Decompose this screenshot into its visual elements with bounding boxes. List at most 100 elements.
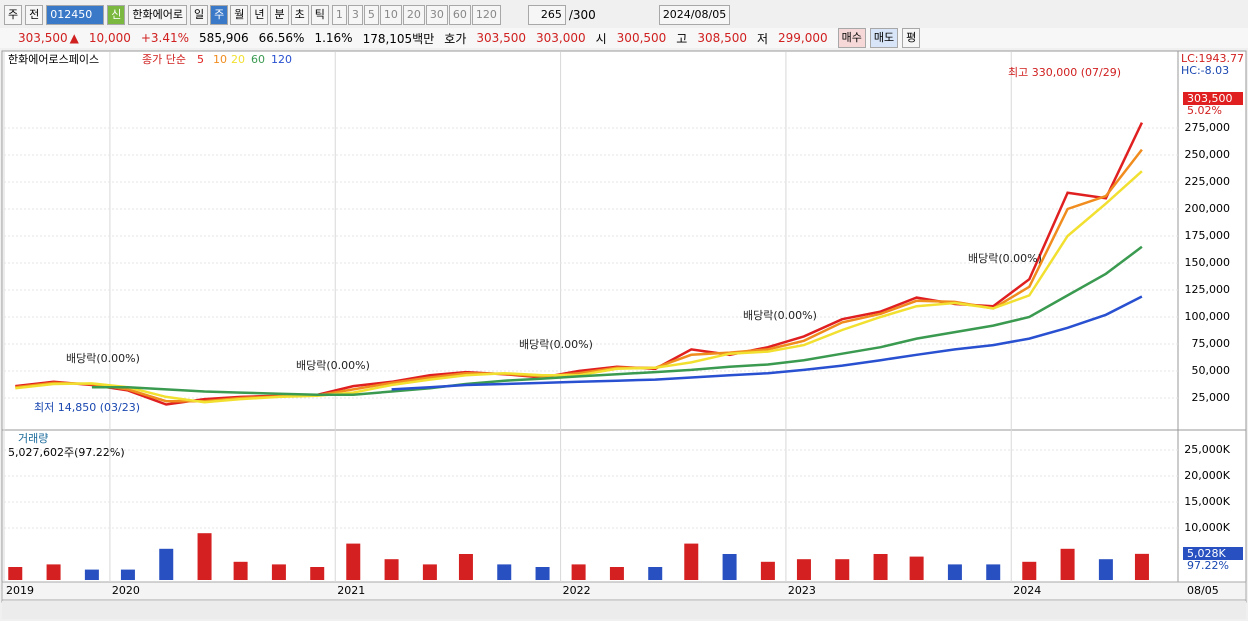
y-tick-label: 200,000	[1185, 202, 1231, 215]
change-pct: +3.41%	[140, 31, 190, 45]
count-button[interactable]: 1	[331, 5, 347, 25]
count-button[interactable]: 10	[379, 5, 402, 25]
bid: 303,000	[536, 31, 586, 45]
x-tick-label: 2022	[563, 584, 591, 597]
legend-entry: 5	[197, 53, 204, 66]
last-volume-box	[1183, 547, 1243, 560]
chart-title: 한화에어로스페이스	[8, 53, 99, 66]
unit-button[interactable]: 틱	[310, 5, 329, 25]
legend-entry: 10	[213, 53, 227, 66]
prev[interactable]: 전	[25, 5, 44, 25]
unit-button[interactable]: 분	[270, 5, 289, 25]
x-tick-label: 2020	[112, 584, 140, 597]
unit-button[interactable]: 주	[210, 5, 229, 25]
volume-bar	[271, 564, 286, 580]
avg-button[interactable]: 평	[902, 28, 921, 48]
scrollbar[interactable]	[2, 601, 1246, 619]
volume-bar	[722, 553, 737, 580]
y-tick-label: 20,000K	[1184, 469, 1230, 482]
legend-title: 종가 단순	[142, 53, 186, 66]
x-tick-label: 2021	[337, 584, 365, 597]
quote-label: 호가	[444, 31, 467, 46]
turnover: 1.16%	[314, 31, 353, 45]
unit-button[interactable]: 월	[230, 5, 249, 25]
new-badge[interactable]: 신	[107, 5, 126, 25]
y-tick-label: 175,000	[1185, 229, 1231, 242]
amount: 178,105백만	[362, 31, 435, 46]
volume-bar	[1134, 553, 1149, 580]
vol-ratio: 66.56%	[258, 31, 305, 45]
high-label: 고	[676, 31, 688, 46]
volume-bar	[197, 533, 212, 580]
volume-bar	[8, 566, 23, 580]
stock-name[interactable]: 한화에어로	[128, 5, 187, 25]
count-button[interactable]: 3	[347, 5, 363, 25]
legend-entry: 120	[271, 53, 292, 66]
low-label: 저	[756, 31, 769, 46]
y-tick-label: 15,000K	[1184, 495, 1230, 508]
y-tick-label: 10,000K	[1184, 521, 1230, 534]
volume-bar	[233, 561, 248, 580]
volume-bar	[1060, 548, 1075, 580]
volume-bar	[497, 564, 512, 580]
count-button[interactable]: 120	[471, 5, 501, 25]
x-tick-label: 2019	[6, 584, 34, 597]
ask: 303,500	[476, 31, 526, 45]
count-button[interactable]: 20	[402, 5, 425, 25]
volume-bar	[535, 566, 550, 580]
y-tick-label: 225,000	[1185, 175, 1231, 188]
date[interactable]: 2024/08/05	[658, 5, 731, 25]
period[interactable]: 주	[4, 5, 23, 25]
y-tick-label: 100,000	[1185, 310, 1231, 323]
y-tick-label: 275,000	[1185, 121, 1231, 134]
volume-bar	[310, 566, 325, 580]
volume-bar	[346, 543, 361, 580]
sell-button[interactable]: 매도	[869, 28, 899, 48]
change: 10,000	[88, 31, 131, 45]
arrow: ▲	[69, 31, 79, 45]
last-price-box	[1183, 92, 1243, 105]
volume-bar	[84, 569, 99, 580]
annotation: 최저 14,850 (03/23)	[34, 401, 140, 414]
x-tick-label: 2023	[788, 584, 816, 597]
annotation: 배당락(0.00%)	[968, 252, 1042, 265]
volume-bar	[796, 559, 811, 580]
unit-button[interactable]: 초	[290, 5, 309, 25]
count-button[interactable]: 30	[425, 5, 448, 25]
volume-bar	[909, 556, 924, 580]
unit-button[interactable]: 년	[250, 5, 269, 25]
legend-entry: 20	[231, 53, 245, 66]
count-button[interactable]: 60	[448, 5, 471, 25]
volume-bar	[609, 566, 624, 580]
volume-bar	[571, 564, 586, 580]
last-volume: 5,028K	[1187, 547, 1226, 560]
code[interactable]: 012450	[46, 5, 105, 25]
volume-title: 거래량	[18, 432, 48, 445]
annotation: 배당락(0.00%)	[296, 359, 370, 372]
x-end-label: 08/05	[1187, 584, 1219, 597]
volume-bar	[873, 553, 888, 580]
view[interactable]: 265	[527, 5, 566, 25]
x-axis-band	[1, 581, 1247, 601]
count-button[interactable]: 5	[363, 5, 379, 25]
chart-frame	[1, 50, 1247, 603]
last-volume-pct: 97.22%	[1187, 559, 1229, 572]
volume-bar	[1022, 561, 1037, 580]
legend-entry: 60	[251, 53, 265, 66]
high: 308,500	[697, 31, 747, 45]
y-tick-label: 25,000	[1192, 391, 1231, 404]
view-total: /300	[568, 8, 596, 22]
low: 299,000	[778, 31, 828, 45]
ma-line	[91, 245, 1143, 397]
unit-button[interactable]: 일	[189, 5, 209, 25]
volume: 585,906	[199, 31, 249, 45]
volume-bar	[986, 564, 1001, 580]
volume-bar	[120, 569, 135, 580]
open-label: 시	[595, 31, 607, 46]
volume-bar	[1098, 559, 1113, 580]
annotation: 배당락(0.00%)	[743, 309, 817, 322]
volume-bar	[684, 543, 699, 580]
buy-button[interactable]: 매수	[837, 28, 866, 48]
